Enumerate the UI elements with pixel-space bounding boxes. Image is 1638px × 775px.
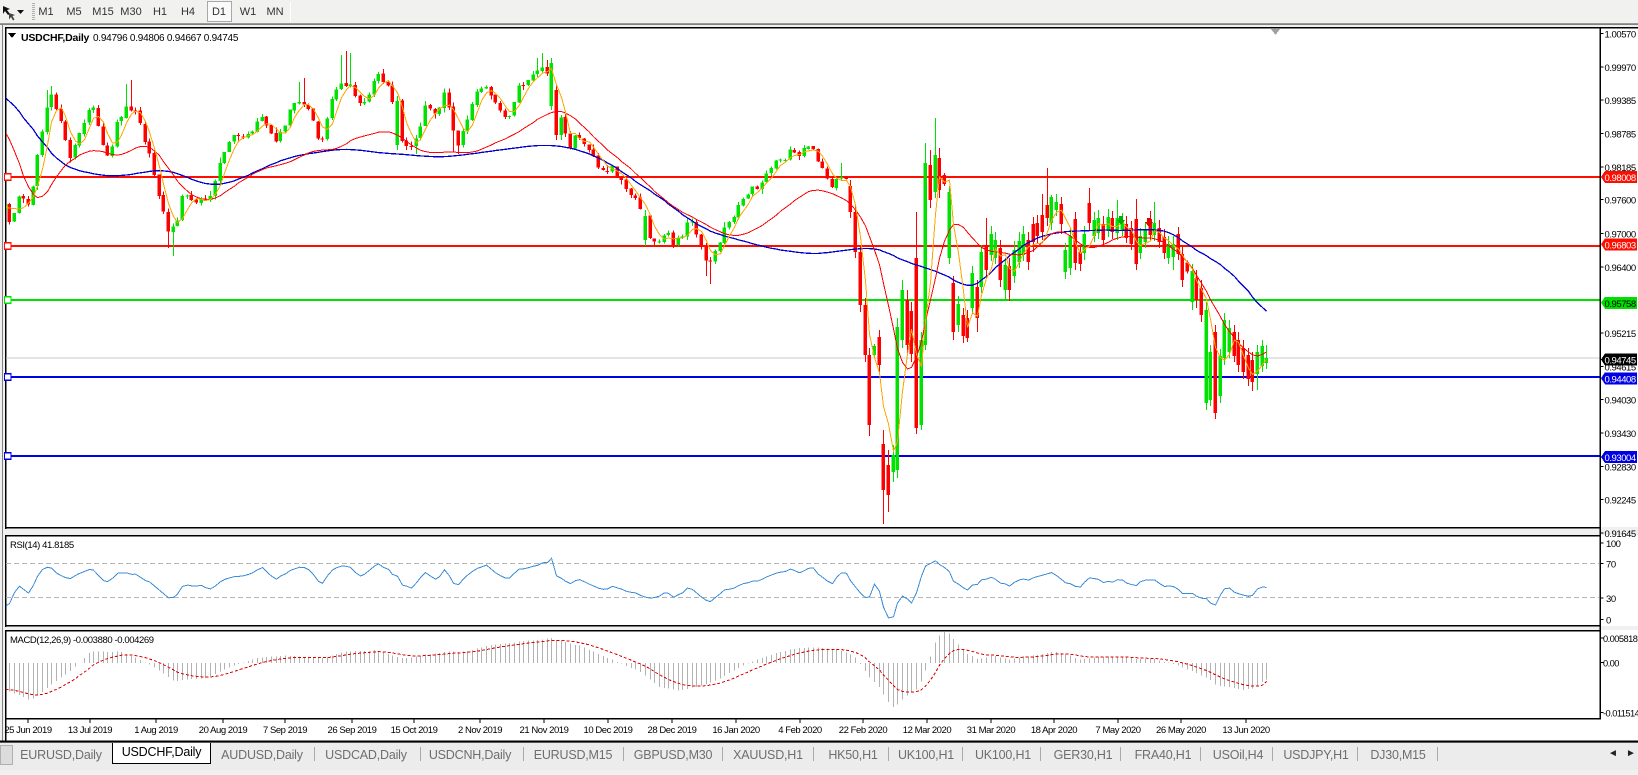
svg-text:31 Mar 2020: 31 Mar 2020 xyxy=(967,725,1016,736)
svg-text:26 May 2020: 26 May 2020 xyxy=(1156,725,1206,736)
svg-text:20 Aug 2019: 20 Aug 2019 xyxy=(199,725,248,736)
svg-text:0.99970: 0.99970 xyxy=(1605,63,1636,74)
svg-text:7 May 2020: 7 May 2020 xyxy=(1095,725,1140,736)
svg-text:0.94615: 0.94615 xyxy=(1605,363,1636,374)
svg-text:1.00570: 1.00570 xyxy=(1605,30,1636,41)
svg-text:21 Nov 2019: 21 Nov 2019 xyxy=(520,725,569,736)
svg-text:7 Sep 2019: 7 Sep 2019 xyxy=(263,725,307,736)
svg-text:0.93430: 0.93430 xyxy=(1605,429,1636,440)
svg-text:0.93004: 0.93004 xyxy=(1605,453,1636,464)
svg-text:0.96400: 0.96400 xyxy=(1605,263,1636,274)
svg-text:0.94408: 0.94408 xyxy=(1605,374,1636,385)
svg-text:13 Jun 2020: 13 Jun 2020 xyxy=(1222,725,1270,736)
svg-text:12 Mar 2020: 12 Mar 2020 xyxy=(903,725,952,736)
svg-text:15 Oct 2019: 15 Oct 2019 xyxy=(391,725,438,736)
svg-text:100: 100 xyxy=(1606,539,1621,550)
svg-text:0.94796 0.94806 0.94667 0.9474: 0.94796 0.94806 0.94667 0.94745 xyxy=(93,33,239,44)
svg-text:0.98008: 0.98008 xyxy=(1605,173,1636,184)
svg-text:2 Nov 2019: 2 Nov 2019 xyxy=(458,725,502,736)
svg-text:4 Feb 2020: 4 Feb 2020 xyxy=(778,725,822,736)
svg-text:0.99385: 0.99385 xyxy=(1605,96,1636,107)
svg-text:0.94745: 0.94745 xyxy=(1605,356,1636,367)
svg-text:18 Apr 2020: 18 Apr 2020 xyxy=(1031,725,1077,736)
svg-text:-0.011514: -0.011514 xyxy=(1603,709,1638,719)
svg-text:0.97600: 0.97600 xyxy=(1605,196,1636,207)
svg-text:30: 30 xyxy=(1606,594,1616,605)
svg-text:0.00: 0.00 xyxy=(1603,659,1619,669)
svg-text:0.005818: 0.005818 xyxy=(1603,634,1638,644)
svg-text:0.95758: 0.95758 xyxy=(1605,299,1636,310)
svg-text:28 Dec 2019: 28 Dec 2019 xyxy=(648,725,697,736)
svg-text:0.98785: 0.98785 xyxy=(1605,129,1636,140)
svg-text:RSI(14) 41.8185: RSI(14) 41.8185 xyxy=(10,540,74,551)
svg-text:1 Aug 2019: 1 Aug 2019 xyxy=(134,725,178,736)
svg-text:0.96803: 0.96803 xyxy=(1605,240,1636,251)
svg-text:0.97000: 0.97000 xyxy=(1605,229,1636,240)
svg-text:MACD(12,26,9) -0.003880 -0.004: MACD(12,26,9) -0.003880 -0.004269 xyxy=(10,635,154,646)
svg-text:0.92830: 0.92830 xyxy=(1605,463,1636,474)
svg-text:13 Jul 2019: 13 Jul 2019 xyxy=(68,725,112,736)
svg-text:0.95215: 0.95215 xyxy=(1605,329,1636,340)
svg-text:USDCHF,Daily: USDCHF,Daily xyxy=(21,32,90,44)
svg-text:26 Sep 2019: 26 Sep 2019 xyxy=(328,725,377,736)
svg-text:70: 70 xyxy=(1606,560,1616,571)
svg-text:25 Jun 2019: 25 Jun 2019 xyxy=(4,725,52,736)
svg-text:10 Dec 2019: 10 Dec 2019 xyxy=(584,725,633,736)
svg-text:0.91645: 0.91645 xyxy=(1605,529,1636,540)
svg-text:0.98185: 0.98185 xyxy=(1605,163,1636,174)
svg-text:0.94030: 0.94030 xyxy=(1605,396,1636,407)
svg-text:0.92245: 0.92245 xyxy=(1605,495,1636,506)
svg-text:0: 0 xyxy=(1606,616,1611,627)
svg-text:22 Feb 2020: 22 Feb 2020 xyxy=(839,725,888,736)
svg-text:16 Jan 2020: 16 Jan 2020 xyxy=(712,725,760,736)
